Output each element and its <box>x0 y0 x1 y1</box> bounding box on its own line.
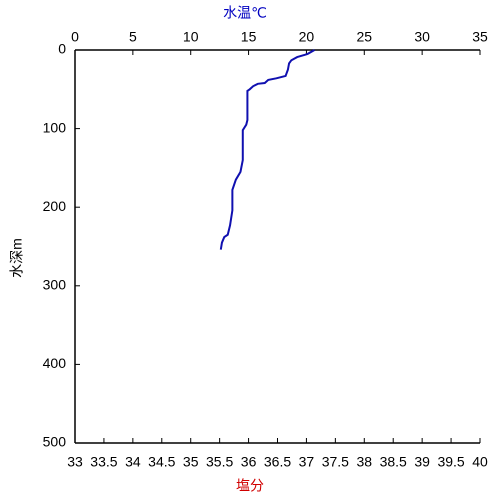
x2-tick-label: 36 <box>241 454 257 470</box>
y-tick-label: 400 <box>43 355 67 371</box>
x2-tick-label: 39 <box>414 454 430 470</box>
x-tick-label: 20 <box>299 29 315 45</box>
profile-line <box>219 49 316 250</box>
x-axis-title: 水温℃ <box>223 5 267 21</box>
x-tick-label: 30 <box>414 29 430 45</box>
x2-tick-label: 39.5 <box>437 454 464 470</box>
y-tick-label: 100 <box>43 119 67 135</box>
x2-tick-label: 37 <box>299 454 315 470</box>
x-tick-label: 10 <box>183 29 199 45</box>
y-axis-title: 水深m <box>9 238 25 278</box>
x2-tick-label: 38 <box>356 454 372 470</box>
x2-tick-label: 37.5 <box>322 454 349 470</box>
y-tick-label: 200 <box>43 198 67 214</box>
x-tick-label: 35 <box>472 29 488 45</box>
x2-tick-label: 38.5 <box>380 454 407 470</box>
y-tick-label: 0 <box>58 41 66 57</box>
y-tick-label: 500 <box>43 434 67 450</box>
x-tick-label: 0 <box>71 29 79 45</box>
x2-tick-label: 35 <box>183 454 199 470</box>
x2-tick-label: 35.5 <box>206 454 233 470</box>
x2-tick-label: 33 <box>67 454 83 470</box>
x-tick-label: 5 <box>129 29 137 45</box>
x2-tick-label: 40 <box>472 454 488 470</box>
x2-tick-label: 34.5 <box>148 454 175 470</box>
x2-tick-label: 34 <box>125 454 141 470</box>
x2-tick-label: 36.5 <box>264 454 291 470</box>
x2-axis-title: 塩分 <box>236 478 264 494</box>
y-tick-label: 300 <box>43 277 67 293</box>
x-tick-label: 15 <box>241 29 257 45</box>
x2-tick-label: 33.5 <box>90 454 117 470</box>
x-tick-label: 25 <box>356 29 372 45</box>
